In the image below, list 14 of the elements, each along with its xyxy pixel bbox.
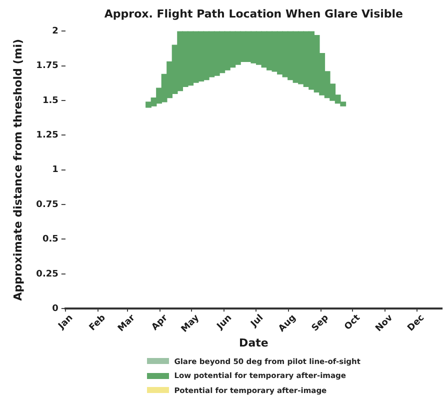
y-axis-title: Approximate distance from threshold (mi)	[11, 38, 24, 301]
y-tick-label: 1.5	[42, 96, 58, 106]
y-tick-label: 1	[52, 165, 58, 176]
chart-title: Approx. Flight Path Location When Glare Visible	[104, 7, 404, 20]
x-axis-title: Date	[239, 336, 268, 350]
x-tick-label: Feb	[88, 312, 108, 334]
y-tick-label: 0.75	[36, 200, 58, 210]
y-tick-label: 2	[52, 26, 58, 37]
y-tick-label: 0.25	[36, 269, 58, 280]
x-tick-label: Oct	[343, 312, 363, 332]
y-tick-label: 1.25	[36, 130, 58, 141]
y-tick-label: 0.5	[42, 234, 58, 245]
y-tick-label: 0	[52, 304, 58, 314]
y-tick-label: 1.75	[36, 61, 58, 72]
